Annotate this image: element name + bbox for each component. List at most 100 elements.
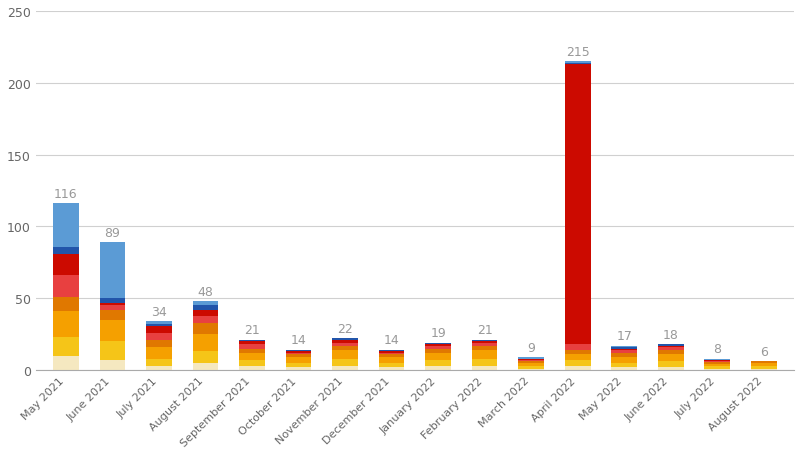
Text: 17: 17 (616, 329, 632, 342)
Bar (286, 353, 312, 354)
Bar (99, 243, 125, 298)
Bar (286, 350, 312, 352)
Bar (193, 323, 219, 334)
Bar (379, 357, 405, 363)
Bar (99, 342, 125, 360)
Bar (425, 343, 451, 344)
Bar (332, 359, 358, 366)
Bar (99, 303, 125, 306)
Bar (472, 342, 497, 343)
Bar (332, 343, 358, 346)
Bar (193, 316, 219, 323)
Bar (193, 363, 219, 370)
Text: 116: 116 (54, 187, 78, 200)
Bar (472, 366, 497, 370)
Bar (518, 363, 544, 366)
Bar (658, 354, 683, 362)
Bar (286, 357, 312, 363)
Text: 89: 89 (104, 226, 120, 239)
Bar (379, 368, 405, 370)
Bar (705, 364, 730, 366)
Text: 21: 21 (477, 324, 493, 337)
Bar (193, 352, 219, 363)
Bar (53, 276, 78, 297)
Bar (239, 342, 265, 344)
Bar (286, 368, 312, 370)
Bar (658, 347, 683, 350)
Bar (611, 357, 637, 363)
Bar (239, 340, 265, 342)
Bar (518, 357, 544, 359)
Bar (518, 362, 544, 363)
Text: 14: 14 (291, 334, 307, 347)
Bar (425, 360, 451, 366)
Bar (425, 346, 451, 349)
Bar (53, 297, 78, 312)
Bar (751, 369, 777, 370)
Bar (705, 360, 730, 361)
Bar (565, 350, 590, 354)
Bar (239, 366, 265, 370)
Bar (53, 337, 78, 356)
Bar (239, 349, 265, 353)
Text: 215: 215 (566, 46, 590, 59)
Bar (751, 363, 777, 366)
Bar (286, 354, 312, 357)
Bar (332, 339, 358, 340)
Bar (611, 368, 637, 370)
Bar (705, 359, 730, 360)
Bar (472, 340, 497, 342)
Bar (193, 306, 219, 310)
Bar (658, 344, 683, 346)
Bar (99, 320, 125, 342)
Bar (565, 65, 590, 344)
Bar (99, 306, 125, 310)
Bar (565, 62, 590, 64)
Bar (99, 310, 125, 320)
Text: 14: 14 (384, 334, 400, 347)
Bar (611, 347, 637, 349)
Text: 6: 6 (760, 345, 767, 358)
Bar (53, 254, 78, 276)
Bar (286, 363, 312, 368)
Bar (193, 310, 219, 316)
Bar (332, 340, 358, 343)
Bar (239, 344, 265, 349)
Bar (146, 347, 171, 359)
Bar (193, 334, 219, 352)
Bar (239, 360, 265, 366)
Bar (705, 369, 730, 370)
Bar (611, 346, 637, 347)
Bar (146, 333, 171, 340)
Bar (146, 322, 171, 324)
Bar (751, 362, 777, 363)
Bar (146, 326, 171, 333)
Bar (658, 346, 683, 347)
Bar (379, 363, 405, 368)
Bar (425, 344, 451, 346)
Bar (239, 353, 265, 360)
Bar (611, 353, 637, 357)
Text: 34: 34 (151, 305, 167, 318)
Bar (146, 324, 171, 326)
Bar (518, 366, 544, 369)
Bar (286, 352, 312, 353)
Bar (146, 359, 171, 366)
Bar (146, 340, 171, 347)
Bar (751, 366, 777, 369)
Bar (425, 349, 451, 353)
Bar (379, 353, 405, 354)
Bar (611, 350, 637, 353)
Bar (332, 366, 358, 370)
Text: 21: 21 (244, 324, 260, 337)
Bar (472, 350, 497, 359)
Text: 8: 8 (713, 342, 721, 355)
Bar (99, 298, 125, 303)
Bar (518, 369, 544, 370)
Bar (565, 360, 590, 366)
Bar (332, 346, 358, 350)
Bar (193, 302, 219, 306)
Bar (518, 359, 544, 360)
Bar (705, 363, 730, 364)
Bar (332, 350, 358, 359)
